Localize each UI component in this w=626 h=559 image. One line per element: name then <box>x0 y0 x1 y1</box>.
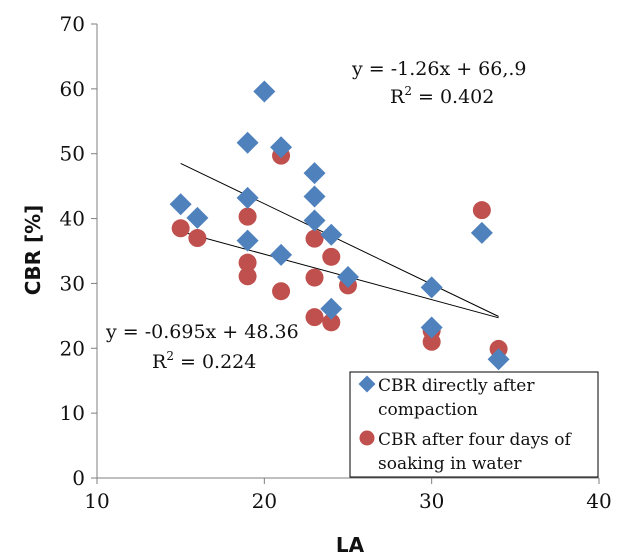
y-tick-label: 60 <box>60 77 85 101</box>
data-point-compaction <box>236 229 259 252</box>
x-tick-label: 10 <box>84 489 109 513</box>
data-point-compaction <box>169 193 192 216</box>
data-point-compaction <box>303 209 326 232</box>
legend-diamond-icon <box>358 375 376 393</box>
data-point-compaction <box>320 297 343 320</box>
y-tick-label: 70 <box>60 12 85 36</box>
y-tick-label: 50 <box>60 142 85 166</box>
data-point-compaction <box>253 80 276 103</box>
data-point-compaction <box>470 221 493 244</box>
trendline-equation-compaction: y = -1.26x + 66,.9 <box>351 58 527 80</box>
legend-label-soaked-line2: soaking in water <box>378 454 522 474</box>
data-point-compaction <box>420 316 443 339</box>
legend: CBR directly after compaction CBR after … <box>349 371 599 478</box>
data-point-compaction <box>303 185 326 208</box>
legend-label-compaction-line2: compaction <box>378 400 478 420</box>
trendline-r2-compaction: R2 = 0.402 <box>390 84 494 108</box>
legend-label-compaction-line1: CBR directly after <box>378 376 535 396</box>
data-points <box>169 80 510 371</box>
x-axis-title: LA <box>336 533 365 557</box>
data-point-compaction <box>337 265 359 288</box>
data-point-soaked <box>188 229 207 248</box>
data-point-soaked <box>238 267 257 286</box>
y-tick-label: 40 <box>60 207 85 231</box>
y-tick-label: 10 <box>60 401 85 425</box>
x-tick-label: 40 <box>586 489 611 513</box>
trendline-equation-soaked: y = -0.695x + 48.36 <box>105 321 299 343</box>
data-point-compaction <box>487 348 510 371</box>
data-point-soaked <box>238 253 257 272</box>
data-point-soaked <box>305 268 324 287</box>
trendline-r2-soaked: R2 = 0.224 <box>152 349 256 373</box>
y-axis-title: CBR [%] <box>21 205 45 296</box>
data-point-soaked <box>171 219 190 238</box>
legend-label-soaked-line1: CBR after four days of <box>378 430 573 450</box>
x-tick-label: 30 <box>419 489 444 513</box>
x-tick-label: 20 <box>252 489 277 513</box>
y-tick-label: 30 <box>60 271 85 295</box>
data-point-compaction <box>186 206 209 229</box>
data-point-soaked <box>238 207 257 226</box>
y-tick-label: 20 <box>60 336 85 360</box>
data-point-soaked <box>472 201 491 220</box>
data-point-compaction <box>270 243 293 266</box>
data-point-soaked <box>305 229 324 248</box>
data-point-soaked <box>272 282 291 301</box>
data-point-soaked <box>322 313 341 332</box>
data-point-soaked <box>422 332 441 351</box>
trendline-compaction <box>180 162 499 317</box>
y-tick-label: 0 <box>72 466 85 490</box>
data-point-soaked <box>305 308 324 327</box>
data-point-compaction <box>303 162 326 185</box>
data-point-compaction <box>236 186 259 209</box>
data-point-compaction <box>236 131 259 154</box>
data-point-compaction <box>420 276 443 299</box>
legend-circle-icon <box>359 430 375 446</box>
legend-box <box>349 371 599 478</box>
data-point-compaction <box>270 136 293 159</box>
data-point-soaked <box>322 247 341 266</box>
data-point-compaction <box>320 223 343 246</box>
